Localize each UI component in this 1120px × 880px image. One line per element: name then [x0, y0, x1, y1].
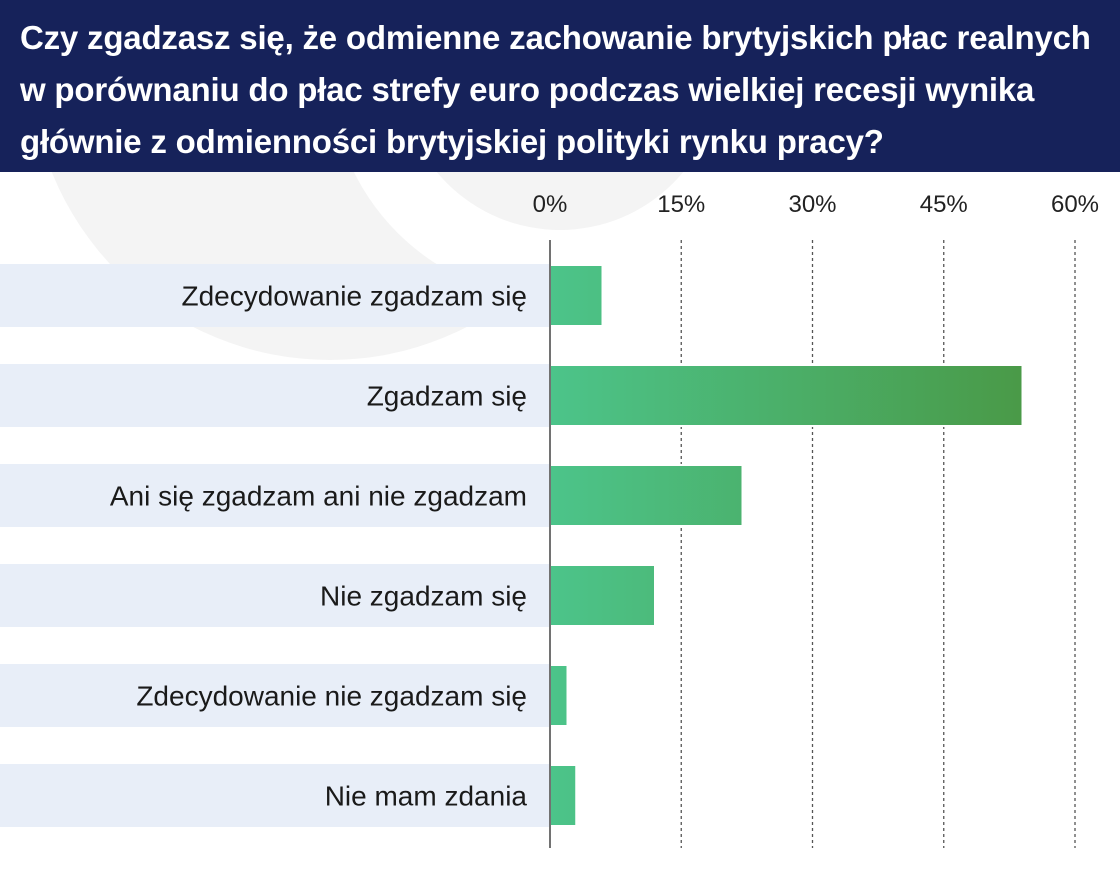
bar	[549, 664, 569, 727]
title-banner: Czy zgadzasz się, że odmienne zachowanie…	[0, 0, 1120, 172]
chart-title: Czy zgadzasz się, że odmienne zachowanie…	[20, 19, 1091, 160]
bar	[549, 564, 656, 627]
bar	[549, 264, 604, 327]
x-tick-label: 0%	[533, 191, 568, 218]
category-band	[0, 264, 550, 327]
category-label: Ani się zgadzam ani nie zgadzam	[110, 481, 527, 512]
category-label: Zdecydowanie zgadzam się	[181, 281, 527, 312]
x-tick-label: 45%	[920, 191, 968, 218]
x-tick-label: 30%	[788, 191, 836, 218]
category-band	[0, 564, 550, 627]
category-band	[0, 764, 550, 827]
bar	[549, 464, 744, 527]
category-band	[0, 464, 550, 527]
bar	[549, 364, 1024, 427]
category-label: Nie mam zdania	[325, 781, 528, 812]
category-label: Zgadzam się	[367, 381, 527, 412]
category-label: Nie zgadzam się	[320, 581, 527, 612]
category-band	[0, 664, 550, 727]
x-tick-label: 60%	[1051, 191, 1099, 218]
bar	[549, 764, 578, 827]
x-tick-label: 15%	[657, 191, 705, 218]
category-band	[0, 364, 550, 427]
category-label: Zdecydowanie nie zgadzam się	[136, 681, 527, 712]
